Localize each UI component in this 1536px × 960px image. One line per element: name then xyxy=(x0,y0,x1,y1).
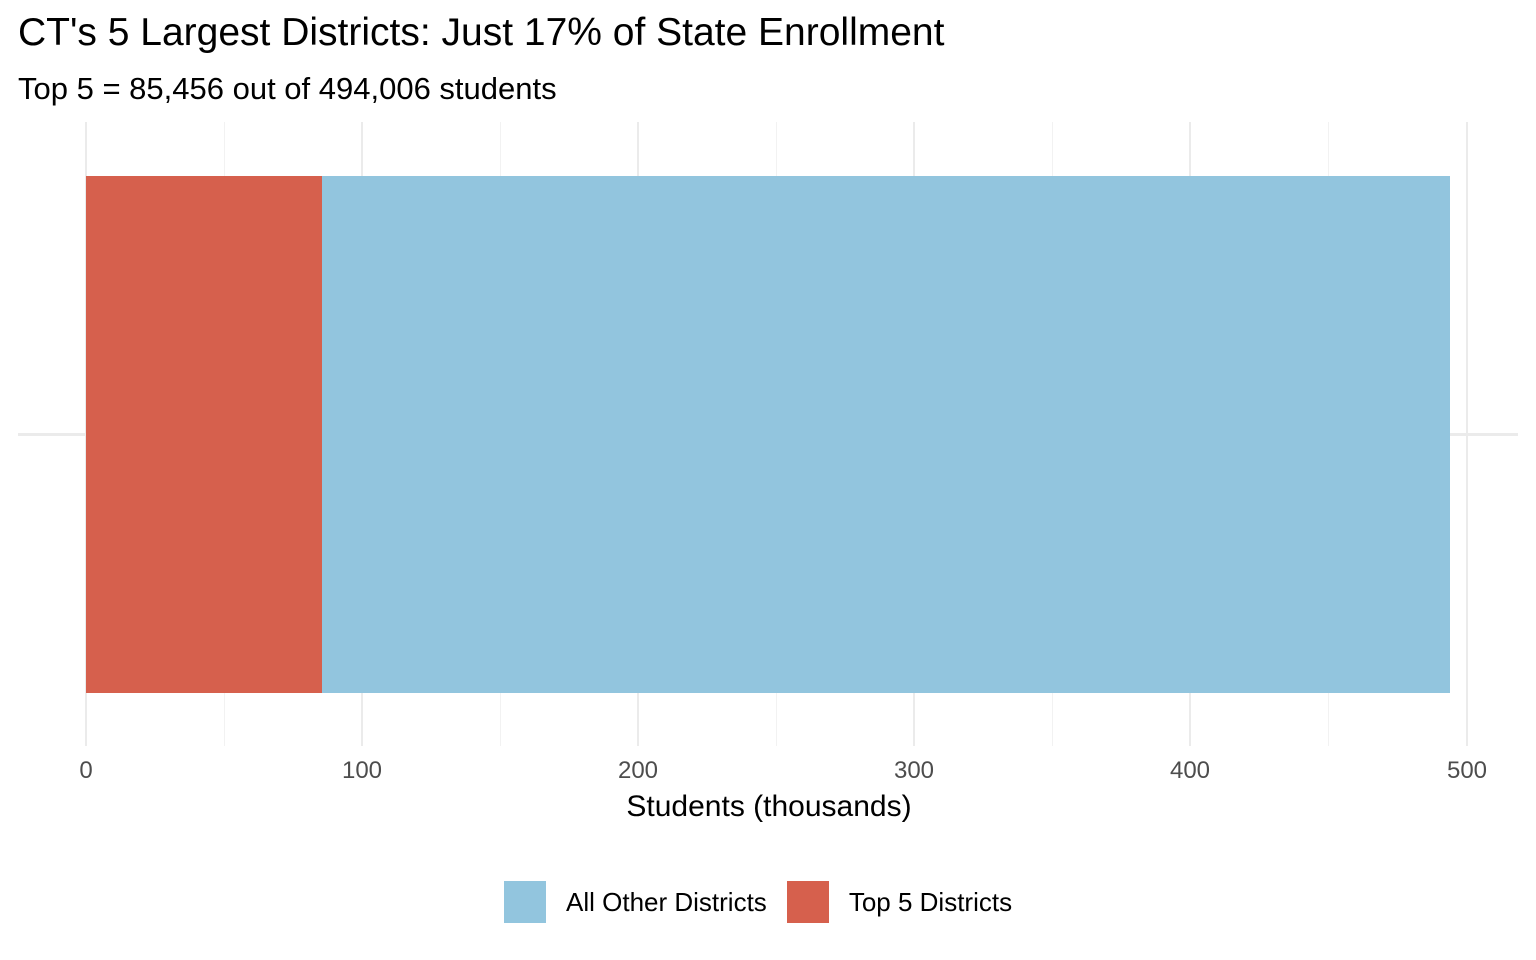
legend-key-top5 xyxy=(786,881,829,923)
legend: All Other Districts Top 5 Districts xyxy=(504,881,1032,923)
plot-panel xyxy=(18,122,1518,746)
bar-top-5-districts xyxy=(86,176,323,693)
x-tick-500: 500 xyxy=(1446,757,1488,784)
chart-subtitle: Top 5 = 85,456 out of 494,006 students xyxy=(18,71,557,106)
x-tick-100: 100 xyxy=(341,757,383,784)
chart-title: CT's 5 Largest Districts: Just 17% of St… xyxy=(18,11,945,54)
x-axis-title: Students (thousands) xyxy=(0,790,1536,824)
x-axis-title-text: Students (thousands) xyxy=(626,790,912,823)
x-tick-200: 200 xyxy=(617,757,659,784)
legend-label-all-other: All Other Districts xyxy=(566,886,767,917)
legend-key-all-other xyxy=(504,881,546,923)
x-tick-0: 0 xyxy=(79,757,93,784)
bar-all-other-districts xyxy=(322,176,1451,693)
x-tick-400: 400 xyxy=(1169,757,1211,784)
legend-label-top5: Top 5 Districts xyxy=(848,886,1013,917)
x-tick-300: 300 xyxy=(893,757,935,784)
